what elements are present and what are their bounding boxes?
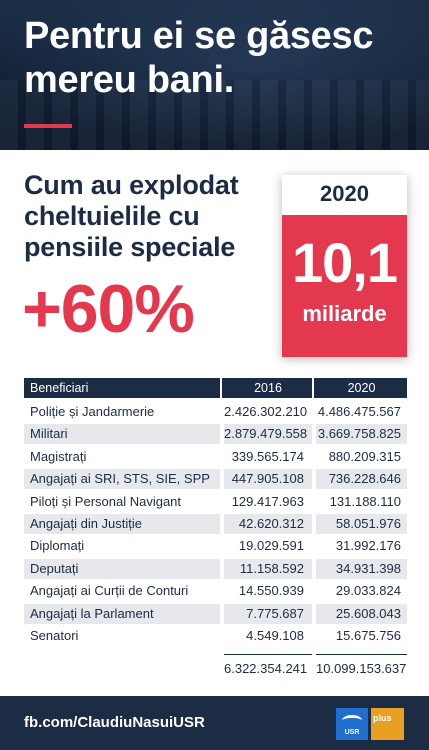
table-row: Piloți și Personal Navigant 129.417.963 … <box>24 492 407 514</box>
row-name: Magistrați <box>30 448 87 464</box>
subtitle: Cum au explodat cheltuielile cu pensiile… <box>24 170 274 263</box>
row-2020: 34.931.398 <box>316 558 407 579</box>
row-name: Piloți și Personal Navigant <box>30 493 182 509</box>
row-2016: 339.565.174 <box>231 448 304 464</box>
row-2020: 736.228.646 <box>316 469 407 490</box>
increase-percent: +60% <box>22 271 195 347</box>
row-2020: 58.051.976 <box>316 513 407 534</box>
row-2016: 4.549.108 <box>246 627 304 643</box>
card-year: 2020 <box>320 181 369 206</box>
total-rule-2020 <box>316 654 407 656</box>
row-2020: 4.486.475.567 <box>317 404 401 419</box>
header-2020: 2020 <box>347 381 376 395</box>
table-row: Angajați la Parlament 7.775.687 25.608.0… <box>24 603 407 626</box>
row-2020: 15.675.756 <box>335 627 401 643</box>
headline-line-2: mereu bani. <box>24 59 234 101</box>
table-row: Magistrați 339.565.174 880.209.315 <box>24 447 407 469</box>
table-row: Deputați 11.158.592 34.931.398 <box>24 558 407 581</box>
usr-logo-text: USR <box>344 729 360 736</box>
plus-logo: plus <box>371 708 404 740</box>
table-row: Angajați ai SRI, STS, SIE, SPP 447.905.1… <box>24 469 407 491</box>
row-2016: 19.029.591 <box>238 538 304 554</box>
table-row: Poliție și Jandarmerie 2.426.302.210 4.4… <box>24 402 407 424</box>
total-rule-2016 <box>224 654 312 656</box>
row-name: Angajați din Justiție <box>24 513 220 534</box>
header-banner: Pentru ei se găsesc mereu bani. <box>0 0 429 150</box>
row-2020: 131.188.110 <box>329 493 401 509</box>
header-separator <box>312 378 314 398</box>
row-name: Poliție și Jandarmerie <box>30 404 155 419</box>
header-beneficiari: Beneficiari <box>30 381 89 395</box>
table-header: Beneficiari 2016 2020 <box>24 378 407 398</box>
row-2016: 14.550.939 <box>238 583 304 599</box>
row-name: Angajați ai SRI, STS, SIE, SPP <box>24 469 220 490</box>
row-name: Senatori <box>30 627 79 643</box>
subtitle-line-2: cheltuielile cu <box>24 201 200 231</box>
row-2020: 29.033.824 <box>335 583 401 599</box>
table-row: Angajați din Justiție 42.620.312 58.051.… <box>24 513 407 536</box>
usr-logo: USR <box>336 708 368 740</box>
row-name: Angajați la Parlament <box>24 603 220 624</box>
subtitle-line-3: pensiile speciale <box>24 232 236 262</box>
table-totals: 6.322.354.241 10.099.153.637 <box>24 652 407 682</box>
subtitle-line-1: Cum au explodat <box>24 170 239 200</box>
table-row: Diplomați 19.029.591 31.992.176 <box>24 536 407 558</box>
header-2016: 2016 <box>254 381 282 395</box>
plus-logo-text: plus <box>373 713 392 723</box>
accent-divider <box>24 124 72 128</box>
total-card: 2020 10,1 miliarde <box>282 175 407 357</box>
total-2016: 6.322.354.241 <box>224 661 308 677</box>
table-row: Senatori 4.549.108 15.675.756 <box>24 626 407 648</box>
row-2016: 2.426.302.210 <box>224 404 308 419</box>
row-name: Diplomați <box>30 538 85 554</box>
row-2016: 7.775.687 <box>224 603 312 624</box>
headline: Pentru ei se găsesc mereu bani. <box>24 14 373 102</box>
row-2020: 31.992.176 <box>335 538 401 554</box>
row-2016: 11.158.592 <box>224 558 312 579</box>
row-2020: 25.608.043 <box>316 603 407 624</box>
card-value: 10,1 <box>292 231 398 294</box>
card-red-panel: 10,1 miliarde <box>282 215 407 357</box>
parliament-seats-image <box>0 80 429 150</box>
table-body: Poliție și Jandarmerie 2.426.302.210 4.4… <box>24 402 407 648</box>
header-separator <box>220 378 222 398</box>
total-2020: 10.099.153.637 <box>316 661 407 677</box>
headline-line-1: Pentru ei se găsesc <box>24 15 374 57</box>
row-2016: 447.905.108 <box>224 469 312 490</box>
row-name: Deputați <box>24 558 220 579</box>
row-2020: 880.209.315 <box>328 448 401 464</box>
usr-wave-icon <box>342 715 362 726</box>
card-unit: miliarde <box>302 301 387 326</box>
row-2016: 2.879.479.558 <box>224 424 312 445</box>
table-row: Militari 2.879.479.558 3.669.758.825 <box>24 424 407 446</box>
row-2020: 3.669.758.825 <box>316 424 407 445</box>
row-name: Angajați ai Curții de Conturi <box>30 583 189 599</box>
table-row: Angajați ai Curții de Conturi 14.550.939… <box>24 581 407 603</box>
row-name: Militari <box>24 424 220 445</box>
row-2016: 129.417.963 <box>231 493 304 509</box>
facebook-page-link[interactable]: fb.com/ClaudiuNasuiUSR <box>24 714 205 731</box>
row-2016: 42.620.312 <box>224 513 312 534</box>
pensions-table: Beneficiari 2016 2020 Poliție și Jandarm… <box>24 378 407 682</box>
